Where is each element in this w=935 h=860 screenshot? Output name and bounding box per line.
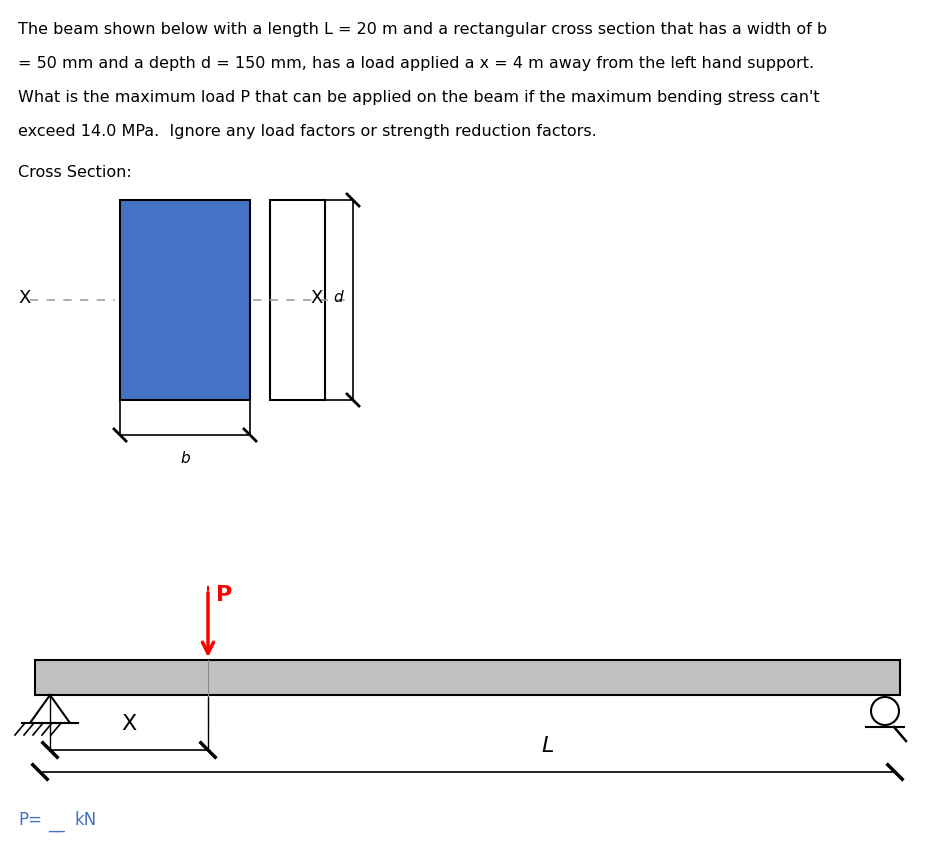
Text: X: X [122,714,137,734]
Text: P: P [216,585,232,605]
Text: X: X [310,289,323,307]
Text: X: X [18,289,30,307]
Bar [120,200,250,400]
Text: L: L [541,736,554,756]
Text: = 50 mm and a depth d = 150 mm, has a load applied a x = 4 m away from the left : = 50 mm and a depth d = 150 mm, has a lo… [18,56,814,71]
Text: exceed 14.0 MPa.  Ignore any load factors or strength reduction factors.: exceed 14.0 MPa. Ignore any load factors… [18,124,597,139]
Bar [270,200,325,400]
Text: The beam shown below with a length L = 20 m and a rectangular cross section that: The beam shown below with a length L = 2… [18,22,827,37]
Text: kN: kN [75,811,97,829]
Bar [35,660,900,695]
Text: P=: P= [18,811,42,829]
Text: __: __ [48,814,65,832]
Text: d: d [333,291,342,305]
Text: b: b [180,451,190,466]
Text: What is the maximum load ​P​ that can be applied on the beam if the maximum bend: What is the maximum load ​P​ that can be… [18,90,820,105]
Text: Cross Section:: Cross Section: [18,165,132,180]
